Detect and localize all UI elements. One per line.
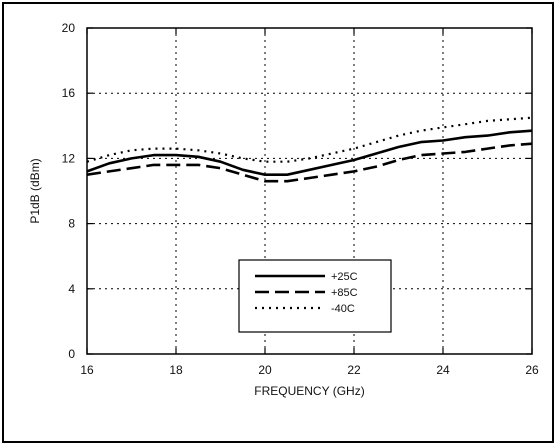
x-tick-label: 26 [525,363,539,377]
x-tick-label: 20 [258,363,272,377]
legend-label: +25C [331,271,358,283]
legend-box [238,259,392,333]
legend: +25C +85C -40C [238,259,392,333]
y-tick-label: 12 [62,151,76,165]
series-line-85c [86,142,533,183]
x-axis-label: FREQUENCY (GHz) [254,384,364,398]
y-tick-label: 20 [62,21,76,35]
series-group [86,116,533,183]
p1db-vs-frequency-chart: 16 18 20 22 24 26 0 4 8 12 16 20 FREQUENCY (GHz) P1… [28,21,539,398]
x-tick-label: 18 [169,363,183,377]
series-line-25c [86,129,533,176]
y-tick-label: 8 [68,217,75,231]
y-axis-label: P1dB (dBm) [28,158,42,223]
y-tick-label: 4 [68,282,75,296]
y-tick-label: 16 [62,86,76,100]
x-tick-label: 16 [80,363,94,377]
ticks: 16 18 20 22 24 26 0 4 8 12 16 20 [62,21,539,377]
plot-border [86,27,533,355]
series-line-40c [86,116,533,163]
legend-label: +85C [331,287,358,299]
legend-label: -40C [331,303,355,315]
x-tick-label: 24 [436,363,450,377]
x-tick-label: 22 [347,363,361,377]
chart-frame: 16 18 20 22 24 26 0 4 8 12 16 20 FREQUENCY (GHz) P1… [2,2,554,443]
y-tick-label: 0 [68,347,75,361]
